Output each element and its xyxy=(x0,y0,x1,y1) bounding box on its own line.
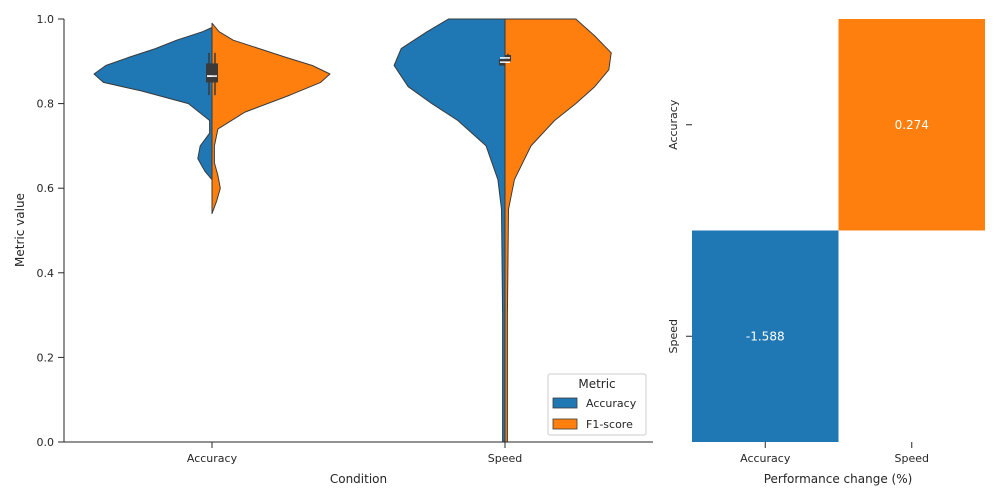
y-tick-label: 0.2 xyxy=(37,351,55,364)
x-tick-label: Speed xyxy=(488,452,522,465)
violin-f1-score-accuracy xyxy=(211,22,331,215)
y-tick-label: 0.4 xyxy=(37,267,55,280)
violin-boxes xyxy=(206,52,511,96)
x-tick-label: Accuracy xyxy=(187,452,238,465)
violin-chart: 0.0 0.2 0.4 0.6 0.8 1.0 Accuracy Speed Conditi… xyxy=(13,13,653,486)
y-tick-label: 0.8 xyxy=(37,98,55,111)
violin-accuracy-speed xyxy=(393,18,506,443)
violin-x-ticks: Accuracy Speed xyxy=(187,442,522,465)
heatmap-y-tick-label: Accuracy xyxy=(667,99,680,150)
legend-label-accuracy: Accuracy xyxy=(586,397,637,410)
heatmap-x-tick-label: Accuracy xyxy=(740,452,791,465)
violin-bodies xyxy=(93,18,612,443)
heatmap-cell-label: -1.588 xyxy=(746,329,785,343)
y-tick-label: 1.0 xyxy=(37,13,55,26)
iqr-box-f1-score-accuracy xyxy=(212,63,218,83)
legend: Metric Accuracy F1-score xyxy=(547,373,647,436)
violin-f1-score-speed xyxy=(504,18,612,443)
heatmap-cell-speed-accuracy xyxy=(692,230,839,442)
violin-x-axis-label: Condition xyxy=(330,472,387,486)
violin-accuracy-accuracy xyxy=(93,26,213,181)
heatmap-y-tick-label: Speed xyxy=(667,319,680,353)
violin-y-axis-label: Metric value xyxy=(13,193,27,267)
y-tick-label: 0.0 xyxy=(37,436,55,449)
heatmap-cells: 0.274 -1.588 xyxy=(692,19,985,442)
heatmap-chart: 0.274 -1.588 Accuracy Speed Accuracy Speed P… xyxy=(667,19,985,486)
heatmap-cell-label: 0.274 xyxy=(895,118,929,132)
legend-title: Metric xyxy=(578,377,615,391)
heatmap-x-axis-label: Performance change (%) xyxy=(764,472,913,486)
violin-y-ticks: 0.0 0.2 0.4 0.6 0.8 1.0 xyxy=(37,13,64,449)
legend-label-f1: F1-score xyxy=(586,418,633,431)
legend-swatch-f1 xyxy=(552,418,578,430)
heatmap-x-tick-label: Speed xyxy=(895,452,929,465)
legend-swatch-accuracy xyxy=(552,397,578,409)
heatmap-cell-accuracy-speed xyxy=(838,19,985,231)
heatmap-ticks: Accuracy Speed Accuracy Speed xyxy=(667,99,929,465)
y-tick-label: 0.6 xyxy=(37,182,55,195)
iqr-box-accuracy-accuracy xyxy=(206,63,212,83)
